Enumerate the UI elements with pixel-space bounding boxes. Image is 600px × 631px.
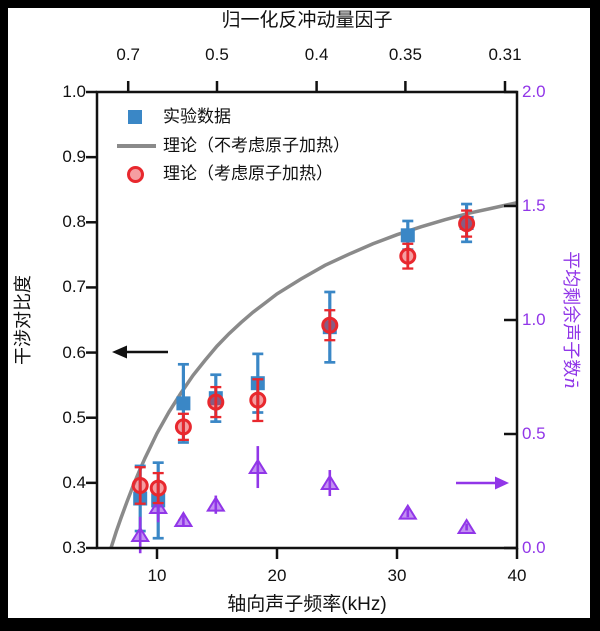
top-tick-label: 0.7 — [116, 45, 140, 64]
y-right-tick-label: 1.5 — [522, 196, 546, 215]
data-point-circle — [458, 215, 476, 233]
legend-item-theory-heating: 理论（考虑原子加热） — [163, 164, 333, 183]
data-point-triangle — [248, 458, 268, 475]
top-tick-label: 0.35 — [388, 45, 422, 64]
y-left-tick-label: 1.0 — [62, 82, 86, 101]
legend-square-marker — [128, 110, 142, 124]
legend-item-experiment: 实验数据 — [163, 107, 231, 126]
top-tick-label: 0.5 — [205, 45, 229, 64]
nbar-symbol: n̄ — [560, 377, 581, 389]
data-point-triangle — [398, 503, 418, 520]
y-right-tick-label: 0.0 — [522, 538, 546, 557]
y-right-tick-label: 0.5 — [522, 424, 546, 443]
y-left-axis-title: 干涉对比度 — [13, 275, 33, 365]
data-point-square — [176, 396, 191, 411]
y-right-axis-title-text: 平均剩余声子数 — [561, 251, 581, 378]
data-point-circle — [131, 476, 149, 494]
data-point-triangle — [173, 511, 194, 527]
data-point-circle — [207, 393, 225, 411]
data-point-triangle — [148, 498, 168, 514]
top-tick-label: 0.4 — [304, 45, 329, 64]
y-right-tick-label: 2.0 — [522, 82, 546, 101]
left-axis-arrow-head — [112, 345, 127, 359]
data-point-triangle — [456, 518, 477, 535]
x-tick-label: 20 — [267, 566, 287, 585]
top-axis-title: 归一化反冲动量因子 — [221, 10, 393, 31]
legend-line-marker — [117, 144, 156, 148]
data-point-triangle — [320, 474, 340, 491]
data-point-circle — [321, 316, 339, 334]
data-point-triangle — [130, 526, 150, 543]
x-tick-label: 10 — [147, 566, 167, 585]
y-right-axis-title: 平均剩余声子数n̄ — [559, 251, 585, 389]
axes-spines — [95, 90, 519, 550]
y-right-tick-label: 1.0 — [522, 310, 546, 329]
x-tick-label: 30 — [387, 566, 407, 585]
data-point-circle — [399, 247, 417, 265]
data-point-square — [400, 228, 415, 243]
x-tick-label: 40 — [507, 566, 527, 585]
x-axis-title: 轴向声子频率(kHz) — [227, 594, 387, 615]
data-point-triangle — [206, 495, 226, 512]
y-left-tick-label: 0.7 — [62, 277, 86, 297]
data-point-circle — [149, 479, 167, 497]
right-axis-arrow-head — [495, 476, 509, 490]
y-left-tick-label: 0.5 — [62, 407, 86, 427]
data-point-circle — [174, 418, 192, 436]
figure-background — [8, 8, 590, 618]
y-left-tick-label: 0.8 — [62, 212, 86, 232]
legend-item-theory-no-heating: 理论（不考虑原子加热） — [163, 136, 350, 155]
theory-curve — [109, 200, 518, 549]
legend-circle-marker — [127, 166, 144, 183]
y-left-tick-label: 0.6 — [62, 342, 86, 362]
y-left-tick-label: 0.3 — [62, 538, 86, 557]
y-left-tick-label: 0.4 — [62, 472, 86, 492]
data-point-circle — [249, 391, 267, 409]
y-left-tick-label: 0.9 — [62, 147, 86, 167]
top-tick-label: 0.31 — [488, 45, 522, 64]
